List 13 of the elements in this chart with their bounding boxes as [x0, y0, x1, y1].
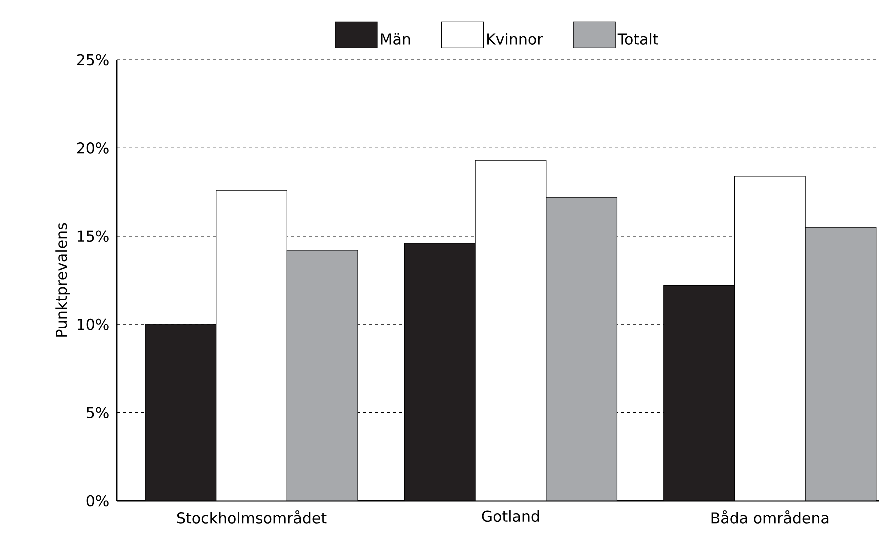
x-tick-label: Båda områdena	[712, 510, 829, 524]
y-axis-title: Punktprevalens	[56, 223, 70, 337]
legend-label: Kvinnor	[488, 33, 544, 45]
y-tick-label: 25%	[77, 54, 109, 66]
y-tick-label: 5%	[87, 407, 109, 418]
x-tick-label: Gotland	[482, 510, 540, 522]
y-tick-label: 15%	[78, 230, 109, 242]
y-tick-label: 10%	[78, 318, 109, 330]
x-tick-label: Stockholmsområdet	[177, 510, 327, 524]
y-tick-label: 20%	[77, 142, 109, 154]
legend-label: Totalt	[618, 33, 658, 45]
legend-label: Män	[381, 33, 410, 45]
y-tick-label: 0%	[86, 495, 109, 507]
